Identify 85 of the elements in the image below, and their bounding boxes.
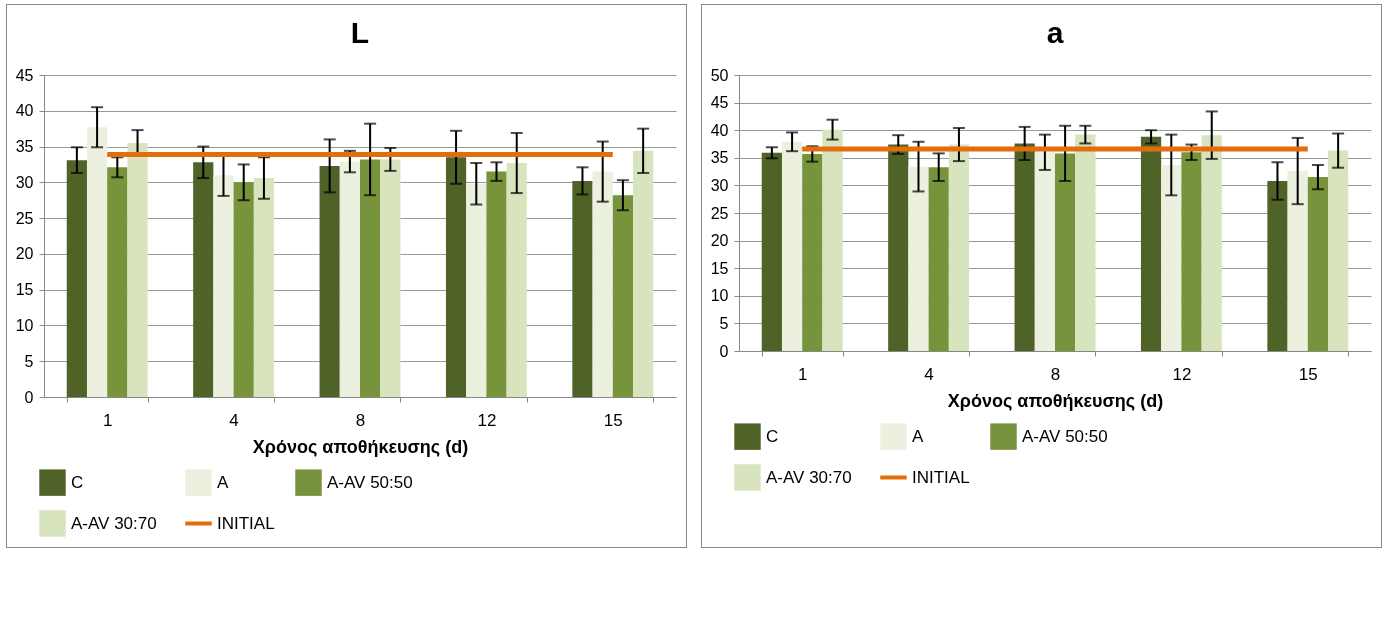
legend-label: INITIAL	[912, 467, 970, 487]
legend-label: A	[912, 426, 924, 446]
x-tick-label: 4	[924, 364, 934, 384]
bar	[1014, 143, 1035, 351]
bar	[1307, 177, 1329, 351]
y-tick-label: 25	[710, 204, 729, 222]
x-axis-title: Χρόνος αποθήκευσης (d)	[947, 390, 1164, 411]
y-tick-label: 30	[710, 176, 729, 194]
bar	[127, 142, 148, 397]
y-tick-label: 15	[15, 281, 34, 299]
bar	[822, 129, 843, 351]
y-tick-label: 5	[24, 352, 34, 370]
bar	[802, 153, 823, 351]
legend-label: A-AV 30:70	[71, 513, 157, 533]
x-tick-label: 1	[797, 364, 808, 384]
bar	[928, 167, 949, 351]
y-tick-label: 0	[719, 342, 729, 360]
bar	[253, 178, 275, 397]
y-tick-label: 25	[15, 209, 34, 227]
bar	[213, 175, 234, 397]
y-tick-label: 20	[15, 245, 34, 263]
bar	[1034, 152, 1055, 351]
bar	[445, 157, 467, 397]
y-tick-label: 40	[15, 102, 34, 120]
y-tick-label: 35	[710, 149, 729, 167]
legend-label: A-AV 30:70	[766, 467, 852, 487]
bar	[1075, 134, 1096, 351]
y-tick-label: 0	[24, 388, 34, 406]
bar	[633, 150, 654, 397]
bar	[612, 195, 634, 397]
x-tick-label: 8	[1050, 364, 1061, 384]
x-tick-label: 15	[1298, 364, 1318, 384]
x-tick-label: 12	[477, 410, 497, 430]
chart-title: L	[350, 16, 370, 49]
bar	[1287, 171, 1308, 351]
bar	[1140, 136, 1162, 351]
legend-label: C	[766, 426, 779, 446]
bar	[1161, 164, 1182, 351]
x-tick-label: 1	[102, 410, 113, 430]
legend-label: A-AV 50:50	[1022, 426, 1108, 446]
y-tick-label: 45	[15, 66, 34, 84]
y-tick-label: 45	[710, 94, 729, 112]
y-tick-label: 10	[710, 287, 729, 305]
bar	[466, 183, 487, 397]
bar	[781, 141, 803, 351]
bar	[380, 159, 401, 397]
bar	[506, 163, 527, 397]
bar	[319, 165, 340, 397]
x-tick-label: 15	[603, 410, 623, 430]
legend-label: A	[217, 472, 229, 492]
chart-title: a	[1046, 16, 1064, 49]
legend-label: C	[71, 472, 84, 492]
y-tick-label: 50	[710, 66, 729, 84]
bar	[66, 160, 87, 397]
bar	[339, 161, 360, 397]
bar	[908, 166, 929, 351]
bar	[1055, 153, 1076, 351]
y-tick-label: 20	[710, 232, 729, 250]
bar	[486, 171, 507, 397]
y-tick-label: 40	[710, 121, 729, 139]
bar	[360, 159, 381, 397]
bar	[233, 182, 254, 397]
y-tick-label: 35	[15, 138, 34, 156]
bar	[1181, 152, 1202, 351]
bar	[107, 167, 128, 397]
y-tick-label: 30	[15, 173, 34, 191]
bar	[761, 152, 782, 351]
bar	[1267, 180, 1288, 351]
x-axis-title: Χρόνος αποθήκευσης (d)	[252, 436, 469, 457]
x-tick-label: 12	[1172, 364, 1192, 384]
y-tick-label: 5	[719, 314, 729, 332]
bar	[572, 180, 593, 397]
x-tick-label: 8	[355, 410, 366, 430]
x-tick-label: 4	[229, 410, 239, 430]
bar	[1201, 135, 1222, 351]
bar	[86, 127, 108, 397]
bar	[193, 162, 214, 397]
legend-label: A-AV 50:50	[327, 472, 413, 492]
bar	[592, 171, 613, 397]
legend-label: INITIAL	[217, 513, 275, 533]
bar	[888, 144, 909, 351]
bar	[1328, 150, 1349, 351]
y-tick-label: 15	[710, 259, 729, 277]
bar	[948, 144, 970, 351]
y-tick-label: 10	[15, 316, 34, 334]
